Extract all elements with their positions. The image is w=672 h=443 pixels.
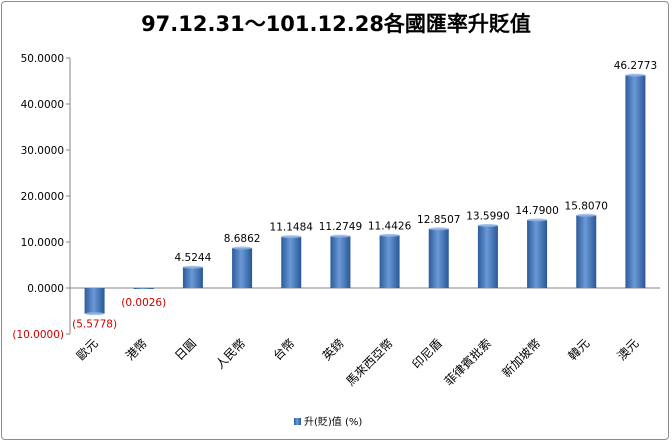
data-labels: (5.5778) (0.0026) 4.5244 8.6862 11.1484 11.27…	[72, 60, 657, 331]
data-label-5: 11.1484	[270, 222, 314, 234]
data-label-1: (5.5778)	[72, 319, 117, 331]
data-label-6: 11.2749	[319, 221, 362, 233]
bar-cap-11	[576, 213, 597, 217]
data-label-9: 13.5990	[466, 210, 509, 222]
data-label-12: 46.2773	[614, 60, 657, 72]
bar-cap-1	[84, 312, 105, 316]
bar-cap-4	[232, 246, 253, 250]
data-label-4: 8.6862	[224, 233, 261, 245]
bar-9	[477, 225, 498, 288]
bar-12	[625, 75, 646, 288]
x-tick-label-1: 歐元	[73, 336, 101, 364]
x-tick-label-5: 台幣	[270, 336, 298, 364]
x-tick-label-11: 韓元	[565, 336, 592, 363]
bar-cap-8	[428, 227, 449, 231]
x-tick-label-4: 人民幣	[213, 336, 248, 371]
bar-10	[527, 219, 548, 288]
bar-4	[232, 248, 253, 288]
bar-3	[182, 267, 203, 288]
data-label-10: 14.7900	[515, 205, 558, 217]
data-label-8: 12.8507	[417, 214, 460, 226]
y-tick-label: 0.0000	[27, 283, 64, 295]
bar-6	[330, 236, 351, 288]
bar-cap-6	[330, 234, 351, 238]
y-tick-label: 20.0000	[21, 191, 64, 203]
data-label-2: (0.0026)	[121, 297, 166, 309]
bar-cap-12	[625, 73, 646, 77]
data-label-3: 4.5244	[175, 252, 212, 264]
axes: (10.0000) 0.0000 10.0000 20.0000 30.0000 40.0…	[12, 53, 660, 341]
x-tick-label-10: 新加坡幣	[499, 336, 544, 381]
y-tick-label: 40.0000	[21, 99, 64, 111]
x-tick-label-12: 澳元	[615, 336, 642, 363]
y-tick-label: 50.0000	[21, 53, 64, 65]
bar-8	[428, 228, 449, 288]
legend-label: 升(貶)值 (%)	[304, 415, 362, 428]
bar-cap-10	[527, 218, 548, 222]
data-label-11: 15.8070	[565, 200, 608, 212]
legend-swatch	[294, 418, 301, 425]
x-tick-label-8: 印尼盾	[410, 336, 445, 371]
bar-cap-9	[477, 223, 498, 227]
data-label-7: 11.4426	[368, 220, 412, 232]
x-tick-label-7: 馬來西亞幣	[343, 336, 395, 388]
bar-1	[84, 288, 105, 314]
bars	[84, 73, 646, 316]
legend: 升(貶)值 (%)	[294, 415, 362, 428]
bar-5	[281, 236, 302, 288]
x-tick-label-3: 日圓	[172, 336, 199, 363]
chart-title: 97.12.31～101.12.28各國匯率升貶值	[141, 12, 531, 36]
bar-2	[133, 288, 154, 289]
bar-cap-7	[379, 233, 400, 237]
x-tick-label-6: 英鎊	[319, 336, 347, 364]
y-tick-label: (10.0000)	[12, 329, 64, 341]
bar-11	[576, 215, 597, 288]
bar-cap-3	[182, 265, 203, 269]
y-tick-label: 10.0000	[21, 237, 64, 249]
y-tick-label: 30.0000	[21, 145, 64, 157]
bar-7	[379, 235, 400, 288]
x-tick-label-9: 菲律賓批索	[441, 336, 494, 389]
x-tick-label-2: 港幣	[123, 336, 150, 363]
bar-cap-5	[281, 235, 302, 239]
